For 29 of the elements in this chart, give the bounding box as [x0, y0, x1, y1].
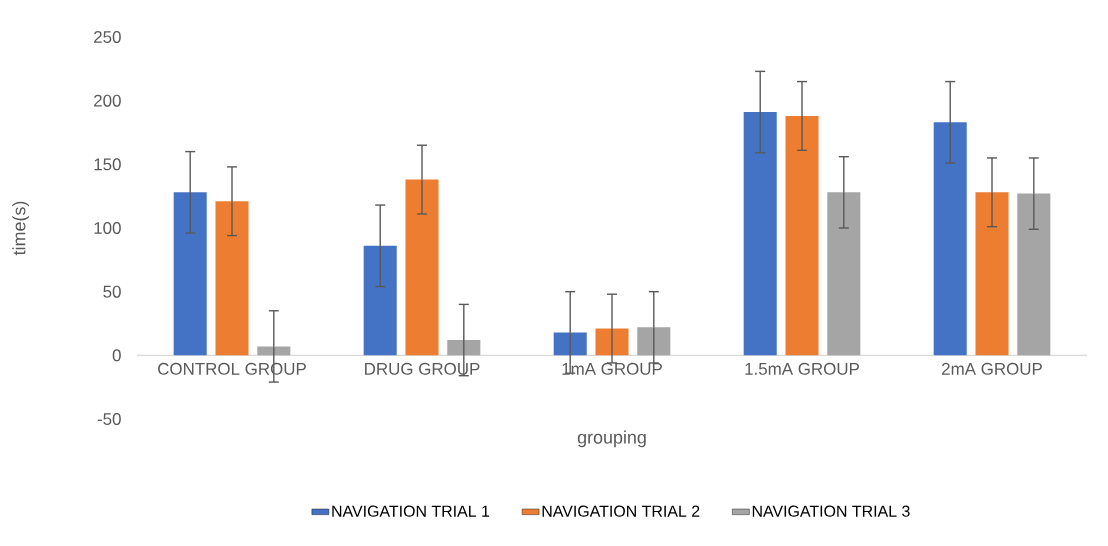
legend-label: NAVIGATION TRIAL 2 — [542, 505, 700, 517]
y-tick-label: 200 — [94, 94, 121, 107]
x-tick-label: 1.5mA GROUP — [745, 362, 859, 375]
y-tick-label: -50 — [97, 413, 121, 425]
bar — [827, 192, 861, 356]
x-tick-label: 2mA GROUP — [942, 362, 1042, 375]
bar — [447, 340, 481, 356]
bar — [173, 192, 207, 356]
bar — [933, 122, 967, 356]
legend-label: NAVIGATION TRIAL 1 — [332, 505, 490, 517]
legend-label: NAVIGATION TRIAL 3 — [752, 505, 910, 517]
bar — [1017, 193, 1051, 356]
bar — [405, 179, 439, 356]
y-tick-label: 250 — [94, 31, 121, 43]
y-tick-label: 150 — [94, 158, 121, 171]
y-axis-title: time(s) — [12, 201, 29, 256]
bar — [743, 112, 777, 356]
bar — [785, 115, 819, 356]
y-tick-label: 50 — [103, 285, 121, 298]
bar — [257, 346, 291, 356]
bar — [215, 201, 249, 356]
bar — [637, 327, 671, 356]
bar — [553, 332, 587, 356]
x-axis-title: grouping — [577, 430, 646, 448]
y-tick-label: 100 — [94, 222, 121, 234]
bar — [975, 192, 1009, 356]
bar — [363, 245, 397, 356]
bar — [595, 328, 629, 356]
y-tick-label: 0 — [112, 349, 121, 362]
